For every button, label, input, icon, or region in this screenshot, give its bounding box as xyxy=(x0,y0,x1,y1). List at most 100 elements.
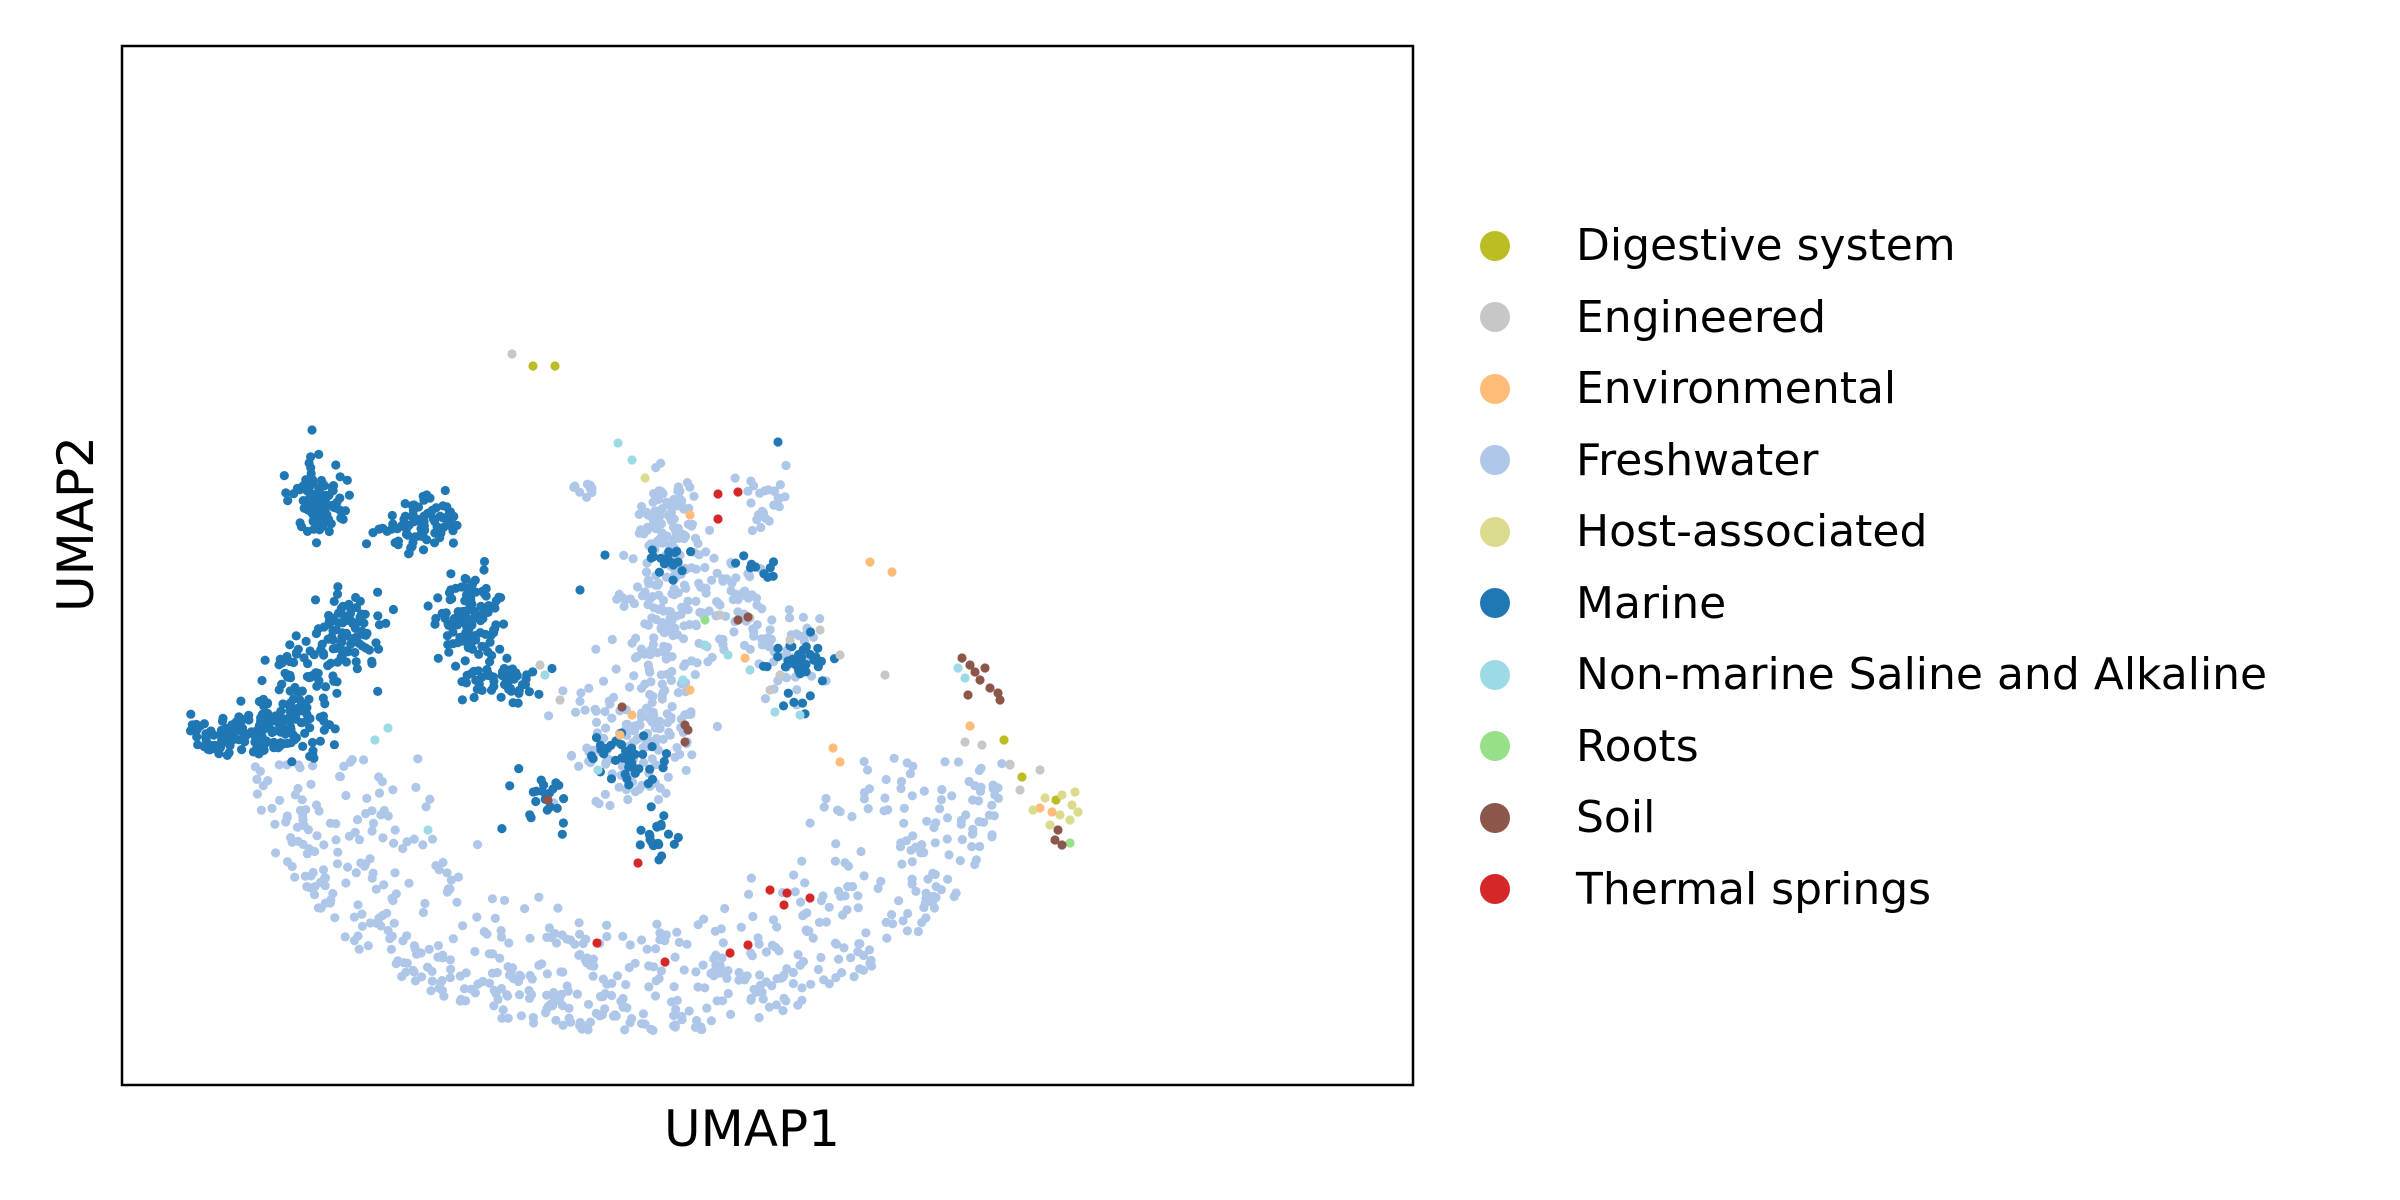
scatter-point xyxy=(638,1009,649,1019)
scatter-point xyxy=(1065,838,1075,848)
scatter-point xyxy=(752,600,762,610)
scatter-point xyxy=(718,576,728,586)
scatter-point xyxy=(902,926,913,936)
scatter-point xyxy=(1053,825,1063,835)
scatter-point xyxy=(651,944,661,954)
scatter-point xyxy=(672,546,682,556)
scatter-point xyxy=(250,762,260,772)
scatter-point xyxy=(700,615,710,625)
scatter-point xyxy=(224,748,234,758)
scatter-point xyxy=(690,670,700,680)
scatter-point xyxy=(646,802,656,812)
scatter-point xyxy=(943,874,953,884)
scatter-point xyxy=(373,611,383,621)
scatter-point xyxy=(691,564,701,574)
legend-marker xyxy=(1480,874,1510,905)
scatter-point xyxy=(859,794,870,804)
scatter-point xyxy=(475,615,485,625)
scatter-point xyxy=(636,644,647,654)
scatter-point xyxy=(716,924,726,934)
scatter-point xyxy=(540,670,550,680)
scatter-point xyxy=(491,596,501,606)
scatter-point xyxy=(824,902,834,912)
scatter-point xyxy=(504,938,514,948)
scatter-point xyxy=(672,995,682,1006)
scatter-point xyxy=(373,587,383,597)
scatter-point xyxy=(423,825,433,835)
scatter-point xyxy=(745,665,755,675)
scatter-point xyxy=(542,969,553,979)
scatter-point xyxy=(630,787,641,797)
scatter-point xyxy=(423,601,433,611)
scatter-point xyxy=(446,964,456,974)
scatter-point xyxy=(302,849,312,859)
scatter-point xyxy=(550,361,560,371)
scatter-point xyxy=(859,950,869,961)
scatter-point xyxy=(390,538,400,548)
scatter-point xyxy=(347,616,357,627)
scatter-point xyxy=(670,952,680,962)
scatter-point xyxy=(497,1013,507,1023)
scatter-point xyxy=(263,776,273,786)
scatter-point xyxy=(308,516,318,526)
scatter-point xyxy=(483,667,493,678)
scatter-point xyxy=(620,769,630,779)
scatter-point xyxy=(352,664,362,674)
scatter-point xyxy=(612,594,622,604)
scatter-point xyxy=(238,714,248,725)
scatter-point xyxy=(460,656,470,666)
scatter-point xyxy=(591,644,601,654)
scatter-point xyxy=(861,928,871,938)
scatter-point xyxy=(324,490,334,500)
scatter-point xyxy=(698,960,708,970)
scatter-point xyxy=(548,784,558,794)
scatter-point xyxy=(1057,840,1067,850)
scatter-point xyxy=(970,667,980,677)
scatter-point xyxy=(271,848,281,858)
scatter-point xyxy=(830,856,841,866)
scatter-point xyxy=(730,473,740,483)
scatter-point xyxy=(583,999,594,1010)
scatter-point xyxy=(307,737,318,748)
scatter-point xyxy=(514,688,524,699)
scatter-point xyxy=(365,918,375,928)
scatter-point xyxy=(687,750,697,760)
scatter-point xyxy=(332,859,343,869)
scatter-point xyxy=(254,721,264,731)
scatter-point xyxy=(1028,805,1038,815)
scatter-point xyxy=(680,737,690,747)
points-layer xyxy=(185,349,1083,1035)
scatter-point xyxy=(880,793,890,803)
scatter-point xyxy=(491,620,501,630)
scatter-point xyxy=(488,949,498,959)
scatter-point xyxy=(553,903,563,913)
legend-label: Host-associated xyxy=(1576,506,1928,558)
scatter-point xyxy=(638,749,648,760)
scatter-point xyxy=(326,519,336,529)
scatter-point xyxy=(551,1015,561,1025)
scatter-point xyxy=(320,881,330,891)
scatter-point xyxy=(775,670,785,680)
scatter-point xyxy=(794,655,804,665)
scatter-point xyxy=(654,974,664,984)
scatter-point xyxy=(354,944,364,954)
scatter-point xyxy=(970,781,980,791)
scatter-point xyxy=(693,982,703,992)
scatter-point xyxy=(895,842,906,852)
scatter-point xyxy=(342,475,352,485)
scatter-point xyxy=(769,486,779,496)
scatter-point xyxy=(805,893,815,903)
scatter-point xyxy=(756,522,766,533)
scatter-point xyxy=(591,733,602,743)
scatter-point xyxy=(743,612,753,622)
scatter-point xyxy=(226,729,236,739)
scatter-point xyxy=(676,499,687,509)
scatter-point xyxy=(968,795,978,805)
scatter-point xyxy=(298,741,308,752)
scatter-point xyxy=(683,596,693,606)
scatter-point xyxy=(267,803,277,814)
scatter-point xyxy=(709,954,719,964)
scatter-point xyxy=(382,526,392,537)
scatter-point xyxy=(640,1019,650,1029)
